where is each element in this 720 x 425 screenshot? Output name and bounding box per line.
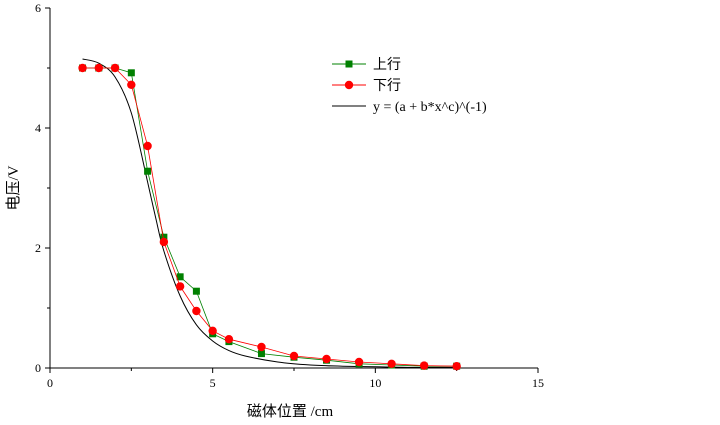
legend-label: y = (a + b*x^c)^(-1) — [373, 100, 487, 115]
data-point-circle — [452, 362, 461, 371]
data-point-circle — [127, 80, 136, 90]
data-point-circle — [387, 359, 396, 368]
y-tick-label: 0 — [35, 361, 41, 375]
data-point-circle — [94, 63, 104, 73]
data-point-circle — [224, 335, 234, 344]
x-ticks: 0 5 10 15 — [47, 368, 544, 390]
x-tick-label: 5 — [210, 376, 216, 390]
x-tick-label: 15 — [532, 376, 544, 390]
y-tick-label: 2 — [35, 241, 41, 255]
data-point-square — [192, 287, 200, 295]
data-point-square — [160, 233, 168, 241]
data-point-square — [144, 167, 152, 175]
legend-marker-circle — [344, 80, 354, 90]
x-tick-label: 0 — [47, 376, 53, 390]
legend-item: 上行 — [332, 57, 401, 73]
data-point-circle — [110, 63, 120, 73]
series-downward — [78, 63, 461, 371]
data-point-circle — [419, 361, 429, 370]
legend-label: 下行 — [373, 78, 401, 94]
data-point-circle — [289, 351, 299, 361]
data-point-circle — [192, 306, 201, 316]
data-point-square — [257, 350, 265, 358]
data-point-circle — [78, 63, 87, 73]
legend-item: y = (a + b*x^c)^(-1) — [332, 100, 487, 115]
data-point-circle — [322, 354, 331, 364]
x-tick-label: 10 — [369, 376, 381, 390]
data-point-circle — [175, 282, 185, 291]
plot-area: 0 5 10 15 0 2 4 6 — [35, 1, 544, 390]
fit-curve — [82, 58, 457, 368]
legend-label: 上行 — [373, 57, 401, 73]
y-axis-title: 电压/V — [5, 165, 22, 210]
series-layer — [78, 58, 461, 371]
y-ticks: 0 2 4 6 — [35, 1, 50, 375]
y-tick-label: 4 — [35, 121, 41, 135]
data-point-circle — [354, 357, 364, 367]
legend-item: 下行 — [332, 78, 401, 94]
data-point-circle — [257, 342, 266, 352]
legend-marker-square — [345, 60, 353, 68]
data-point-circle — [208, 326, 217, 335]
x-axis-title: 磁体位置 /cm — [247, 403, 334, 420]
data-point-circle — [159, 237, 169, 247]
data-point-square — [127, 69, 135, 77]
data-point-square — [176, 273, 184, 281]
y-tick-label: 6 — [35, 1, 41, 15]
data-point-circle — [143, 141, 152, 151]
